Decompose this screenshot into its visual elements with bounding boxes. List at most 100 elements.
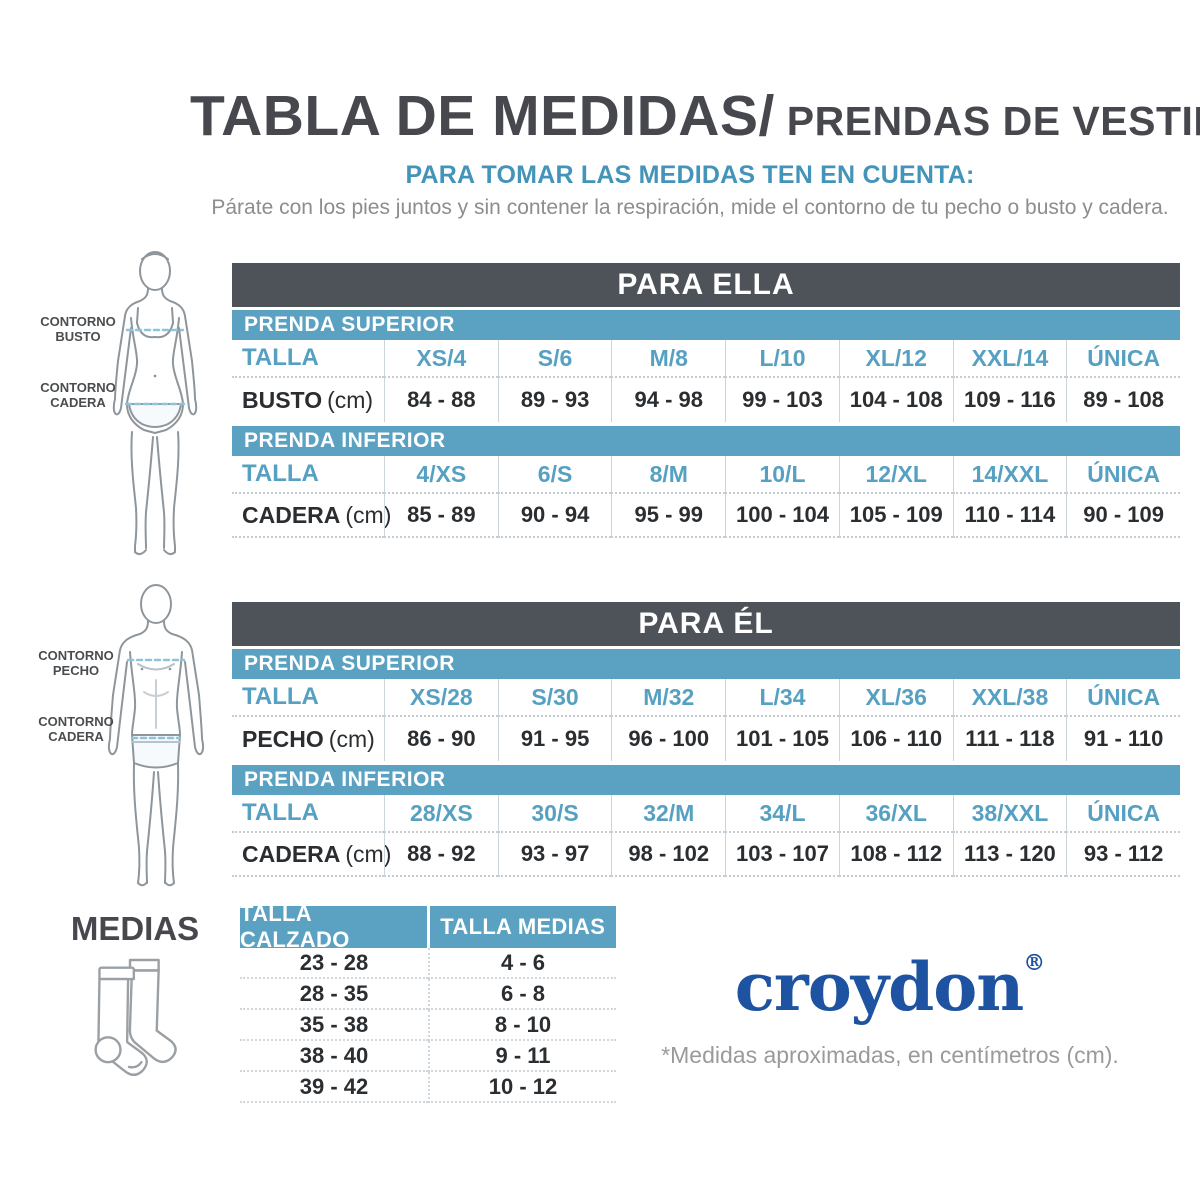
header: TABLA DE MEDIDAS/ PRENDAS DE VESTIR PARA… (190, 88, 1200, 220)
range-cell: 95 - 99 (611, 494, 726, 538)
grid-ella-inferior: TALLA 4/XS 6/S 8/M 10/L 12/XL 14/XXL ÚNI… (232, 456, 1180, 538)
page-title-sub: PRENDAS DE VESTIR (774, 98, 1200, 144)
size-cell: 4/XS (384, 456, 498, 494)
section-prenda-superior-ella: PRENDA SUPERIOR (232, 310, 1180, 340)
range-cell: 98 - 102 (611, 833, 726, 877)
range-cell: 93 - 97 (497, 833, 612, 877)
size-cell: 30/S (497, 795, 612, 833)
size-cell: 12/XL (838, 456, 953, 494)
medias-cell: 9 - 11 (428, 1041, 616, 1072)
size-cell: 6/S (497, 456, 612, 494)
size-cell: ÚNICA (1066, 340, 1180, 378)
size-cell: L/10 (725, 340, 839, 378)
range-cell: 84 - 88 (384, 378, 498, 422)
size-row-header: TALLA (232, 679, 384, 717)
female-hip-label: CONTORNO CADERA (40, 380, 116, 410)
range-cell: 99 - 103 (725, 378, 839, 422)
medias-col-calzado: TALLA CALZADO (240, 901, 427, 952)
size-cell: S/30 (497, 679, 612, 717)
range-cell: 85 - 89 (384, 494, 498, 538)
medias-row: 23 - 28 4 - 6 (240, 948, 616, 979)
page-title-main: TABLA DE MEDIDAS/ (190, 84, 775, 148)
male-hip-label: CONTORNO CADERA (38, 714, 114, 744)
range-cell: 90 - 94 (497, 494, 612, 538)
range-cell: 89 - 93 (497, 378, 612, 422)
size-cell: S/6 (497, 340, 612, 378)
grid-el-inferior: TALLA 28/XS 30/S 32/M 34/L 36/XL 38/XXL … (232, 795, 1180, 877)
range-cell: 100 - 104 (725, 494, 839, 538)
measure-unit: (cm) (345, 840, 392, 867)
section-prenda-superior-el: PRENDA SUPERIOR (232, 649, 1180, 679)
page-title: TABLA DE MEDIDAS/ PRENDAS DE VESTIR (190, 88, 1200, 145)
range-cell: 86 - 90 (384, 717, 498, 761)
female-bust-label: CONTORNO BUSTO (40, 314, 116, 344)
range-cell: 93 - 112 (1066, 833, 1180, 877)
grid-el-superior: TALLA XS/28 S/30 M/32 L/34 XL/36 XXL/38 … (232, 679, 1180, 761)
size-row-header: TALLA (232, 795, 384, 833)
medias-row: 28 - 35 6 - 8 (240, 979, 616, 1010)
measure-row-header: CADERA (cm) (232, 833, 391, 877)
grid-ella-superior: TALLA XS/4 S/6 M/8 L/10 XL/12 XXL/14 ÚNI… (232, 340, 1180, 422)
medias-cell: 35 - 38 (240, 1010, 428, 1041)
size-cell: XS/28 (384, 679, 498, 717)
table-para-el: PARA ÉL PRENDA SUPERIOR TALLA XS/28 S/30… (232, 602, 1180, 877)
range-cell: 94 - 98 (611, 378, 725, 422)
range-cell: 91 - 110 (1066, 717, 1180, 761)
range-cell: 96 - 100 (611, 717, 725, 761)
range-cell: 89 - 108 (1066, 378, 1180, 422)
instructions-heading: PARA TOMAR LAS MEDIDAS TEN EN CUENTA: (405, 161, 975, 189)
range-cell: 110 - 114 (952, 494, 1067, 538)
range-cell: 90 - 109 (1066, 494, 1180, 538)
brand-logo: croydon® (700, 948, 1080, 1026)
size-cell: XS/4 (384, 340, 498, 378)
size-cell: ÚNICA (1066, 456, 1180, 494)
size-cell: XXL/38 (952, 679, 1067, 717)
size-cell: XL/36 (838, 679, 953, 717)
medias-col-medias: TALLA MEDIAS (429, 906, 616, 948)
medias-cell: 28 - 35 (240, 979, 428, 1010)
size-cell: 38/XXL (952, 795, 1067, 833)
medias-cell: 23 - 28 (240, 948, 428, 979)
table-para-ella: PARA ELLA PRENDA SUPERIOR TALLA XS/4 S/6… (232, 263, 1180, 538)
range-cell: 101 - 105 (725, 717, 839, 761)
measure-unit: (cm) (345, 501, 392, 528)
male-figure-illustration (78, 580, 233, 897)
medias-row: 35 - 38 8 - 10 (240, 1010, 616, 1041)
medias-heading: MEDIAS (70, 910, 200, 947)
range-cell: 88 - 92 (384, 833, 498, 877)
size-row-header: TALLA (232, 456, 384, 494)
size-cell: ÚNICA (1066, 679, 1180, 717)
medias-row: 38 - 40 9 - 11 (240, 1041, 616, 1072)
range-cell: 113 - 120 (952, 833, 1067, 877)
section-prenda-inferior-el: PRENDA INFERIOR (232, 765, 1180, 795)
size-cell: 8/M (611, 456, 726, 494)
footnote: *Medidas aproximadas, en centímetros (cm… (661, 1042, 1119, 1068)
measure-row-header: BUSTO (cm) (232, 378, 384, 422)
measure-name: CADERA (242, 840, 341, 867)
size-cell: L/34 (725, 679, 839, 717)
size-cell: 36/XL (838, 795, 953, 833)
size-cell: M/32 (611, 679, 726, 717)
medias-header-row: TALLA CALZADO TALLA MEDIAS (240, 901, 616, 952)
size-cell: 28/XS (384, 795, 498, 833)
size-cell: XL/12 (838, 340, 953, 378)
table-title-el: PARA ÉL (232, 602, 1180, 646)
medias-cell: 10 - 12 (428, 1072, 616, 1103)
range-cell: 105 - 109 (838, 494, 953, 538)
range-cell: 106 - 110 (838, 717, 953, 761)
measure-row-header: CADERA (cm) (232, 494, 391, 538)
male-body-outline-icon (107, 584, 205, 887)
size-cell: 14/XXL (952, 456, 1067, 494)
size-cell: 34/L (725, 795, 839, 833)
measure-row-header: PECHO (cm) (232, 717, 384, 761)
medias-cell: 6 - 8 (428, 979, 616, 1010)
size-cell: 32/M (611, 795, 726, 833)
female-body-outline-icon (112, 251, 198, 556)
female-figure-illustration (80, 246, 230, 567)
measure-unit: (cm) (328, 725, 375, 752)
range-cell: 111 - 118 (952, 717, 1067, 761)
registered-mark: ® (1023, 950, 1046, 976)
male-chest-label: CONTORNO PECHO (38, 648, 114, 678)
medias-cell: 8 - 10 (428, 1010, 616, 1041)
